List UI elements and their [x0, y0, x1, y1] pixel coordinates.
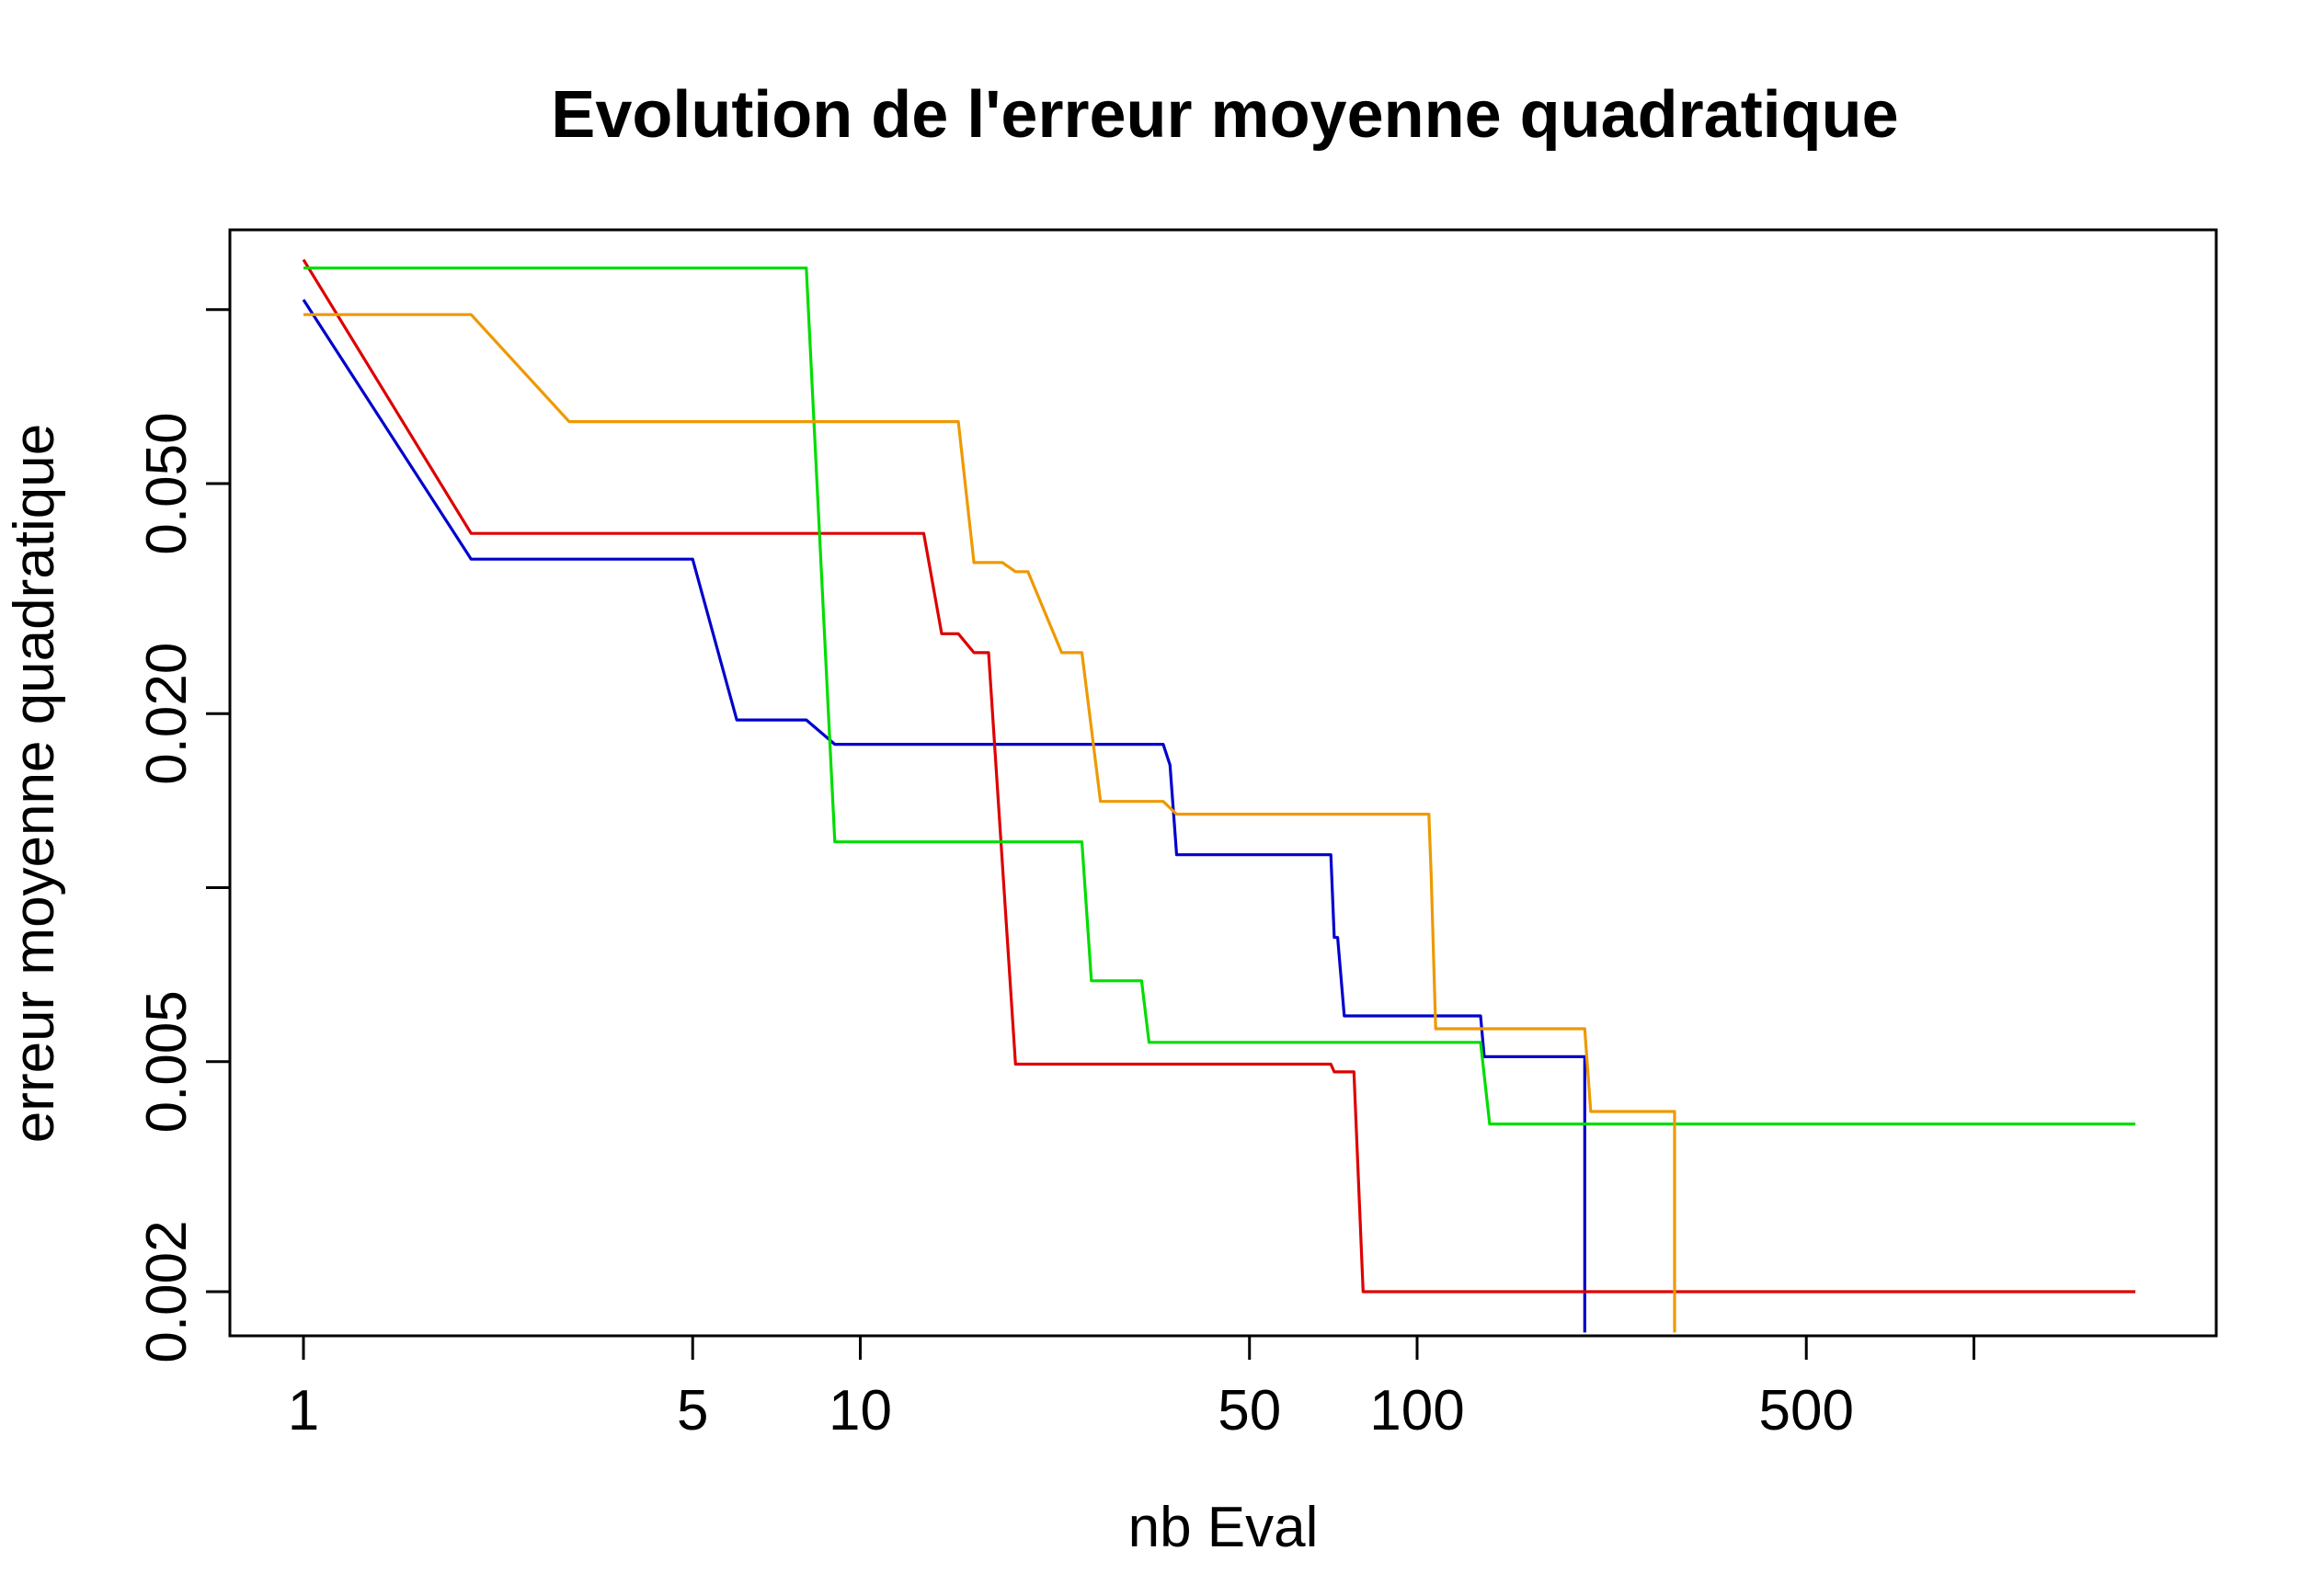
x-tick-label: 10 — [829, 1379, 892, 1442]
x-tick-label: 5 — [677, 1379, 708, 1442]
x-tick-label: 1 — [288, 1379, 319, 1442]
series-line-2 — [302, 258, 2136, 1294]
y-tick-label: 0.005 — [135, 990, 199, 1133]
series-line-3 — [303, 266, 2136, 1126]
series-layer — [302, 258, 2136, 1333]
series-line-1 — [302, 299, 1586, 1333]
y-axis: 0.002 0.005 0.020 0.050 — [135, 308, 232, 1363]
x-axis-label: nb Eval — [1128, 1496, 1319, 1559]
y-tick-label: 0.002 — [135, 1220, 199, 1362]
y-tick-label: 0.020 — [135, 643, 199, 785]
x-tick-label: 100 — [1369, 1379, 1464, 1442]
x-axis: 1 5 10 50 100 500 — [288, 1334, 1975, 1442]
plot-area-frame — [228, 228, 2218, 1338]
x-tick-label: 50 — [1218, 1379, 1281, 1442]
y-tick-label: 0.050 — [135, 412, 199, 554]
chart-title: Evolution de l'erreur moyenne quadratiqu… — [551, 78, 1898, 152]
x-tick-label: 500 — [1758, 1379, 1853, 1442]
series-line-4 — [303, 313, 1676, 1333]
y-axis-label: erreur moyenne quadratique — [3, 424, 66, 1143]
